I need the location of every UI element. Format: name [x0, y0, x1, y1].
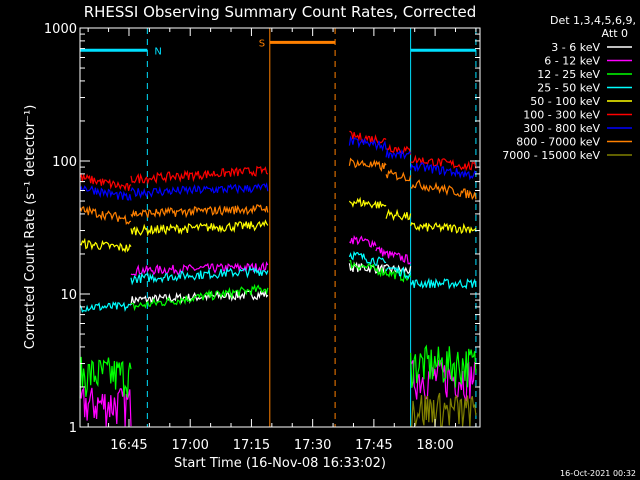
x-tick-label-5: 18:00	[416, 438, 453, 453]
series-line-1	[79, 234, 477, 427]
series-line-3	[79, 250, 477, 313]
series-line-8	[410, 392, 477, 427]
footer-date: 16-Oct-2021 00:32	[560, 469, 636, 478]
legend-entry-8: 7000 - 15000 keV	[502, 149, 600, 162]
legend-entry-5: 100 - 300 keV	[523, 109, 600, 122]
series-line-5	[79, 130, 477, 192]
legend-entry-7: 800 - 7000 keV	[516, 136, 600, 149]
legend-entry-2: 12 - 25 keV	[537, 68, 600, 81]
y-axis-label: Corrected Count Rate (s⁻¹ detector⁻¹)	[23, 105, 38, 350]
y-tick-label-2: 100	[52, 155, 77, 170]
chart-title: RHESSI Observing Summary Count Rates, Co…	[84, 3, 477, 21]
plot-frame	[79, 27, 481, 428]
series-line-7	[79, 157, 477, 226]
x-tick-label-0: 16:45	[110, 438, 147, 453]
x-tick-label-2: 17:15	[233, 438, 270, 453]
x-tick-label-1: 17:00	[171, 438, 208, 453]
x-axis-label: Start Time (16-Nov-08 16:33:02)	[174, 456, 386, 471]
legend-header-line-2: Att 0	[602, 27, 628, 40]
interval-label-N: N	[154, 46, 161, 57]
series-line-4	[79, 196, 477, 254]
legend-entry-1: 6 - 12 keV	[544, 55, 600, 68]
interval-markers: NS	[80, 28, 477, 427]
series-line-6	[79, 135, 477, 201]
interval-label-S: S	[259, 38, 265, 49]
legend-entry-0: 3 - 6 keV	[551, 41, 600, 54]
legend-entry-4: 50 - 100 keV	[530, 95, 600, 108]
x-tick-label-4: 17:45	[355, 438, 392, 453]
y-tick-label-1: 10	[60, 288, 77, 303]
legend-header-line-1: Det 1,3,4,5,6,9,	[550, 14, 636, 27]
axis-ticks: 16:45 17:00 17:15 17:30 17:45 18:00 1 10 100 1000	[44, 22, 480, 453]
series-group	[79, 130, 477, 427]
legend-entry-6: 300 - 800 keV	[523, 122, 600, 135]
x-tick-label-3: 17:30	[294, 438, 331, 453]
legend-entry-3: 25 - 50 keV	[537, 82, 600, 95]
series-line-2	[79, 259, 477, 399]
y-tick-label-3: 1000	[44, 22, 77, 37]
y-tick-label-0: 1	[69, 421, 77, 436]
